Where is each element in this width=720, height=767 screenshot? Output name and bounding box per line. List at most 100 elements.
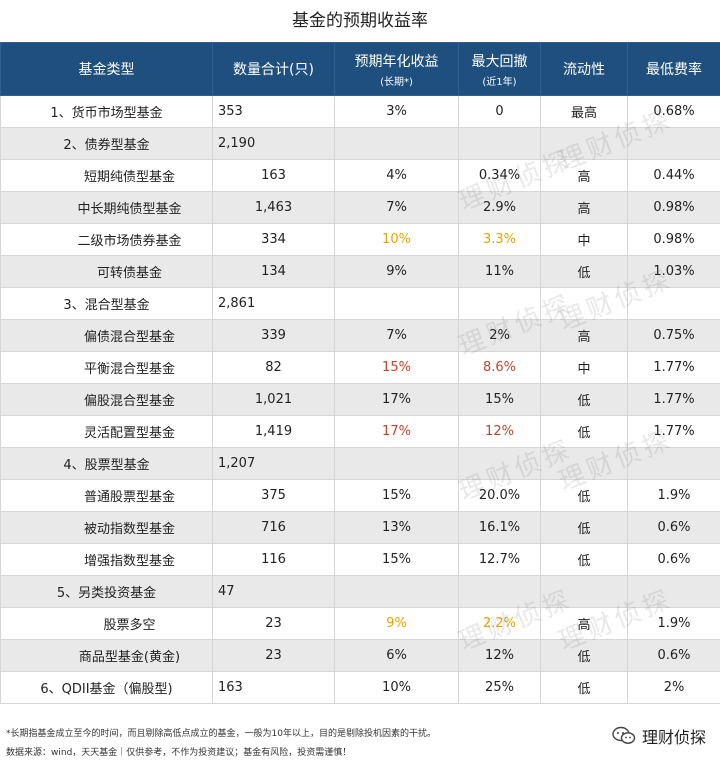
cell-fund-type: 可转债基金 (0, 255, 213, 288)
cell-max-drawdown: 12% (458, 639, 541, 672)
table-row: 可转债基金 134 9% 11% 低 1.03% (0, 255, 720, 288)
table-row: 2、债券型基金 2,190 (0, 127, 720, 160)
cell-min-fee: 0.98% (627, 223, 720, 256)
cell-min-fee: 2% (627, 671, 720, 704)
brand: 理财侦探 (612, 724, 706, 748)
cell-min-fee: 1.9% (627, 607, 720, 640)
cell-min-fee (627, 127, 720, 160)
cell-liquidity: 中 (540, 223, 628, 256)
cell-max-drawdown: 2% (458, 319, 541, 352)
cell-expected-return (334, 447, 459, 480)
cell-min-fee: 1.03% (627, 255, 720, 288)
cell-count: 1,463 (212, 191, 335, 224)
cell-liquidity (540, 447, 628, 480)
cell-fund-type: 偏股混合型基金 (0, 383, 213, 416)
cell-fund-type: 二级市场债券基金 (0, 223, 213, 256)
cell-min-fee: 1.9% (627, 479, 720, 512)
table-row: 被动指数型基金 716 13% 16.1% 低 0.6% (0, 511, 720, 544)
cell-liquidity: 低 (540, 511, 628, 544)
table-row: 4、股票型基金 1,207 (0, 447, 720, 480)
cell-max-drawdown: 2.9% (458, 191, 541, 224)
cell-liquidity: 高 (540, 191, 628, 224)
cell-min-fee: 0.75% (627, 319, 720, 352)
cell-count: 1,419 (212, 415, 335, 448)
cell-count: 1,021 (212, 383, 335, 416)
cell-max-drawdown: 20.0% (458, 479, 541, 512)
cell-fund-type: 短期纯债型基金 (0, 159, 213, 192)
brand-name: 理财侦探 (641, 728, 706, 747)
cell-fund-type: 被动指数型基金 (0, 511, 213, 544)
cell-max-drawdown: 0.34% (458, 159, 541, 192)
cell-count: 163 (212, 671, 335, 704)
table-row: 平衡混合型基金 82 15% 8.6% 中 1.77% (0, 351, 720, 384)
cell-fund-type: 3、混合型基金 (0, 287, 213, 320)
table-row: 股票多空 23 9% 2.2% 高 1.9% (0, 607, 720, 640)
page-title: 基金的预期收益率 (292, 11, 428, 31)
cell-liquidity (540, 287, 628, 320)
cell-fund-type: 普通股票型基金 (0, 479, 213, 512)
cell-count: 47 (212, 575, 335, 608)
cell-expected-return: 9% (334, 607, 459, 640)
cell-min-fee: 0.68% (627, 95, 720, 128)
col-header-fee: 最低费率 (627, 42, 720, 96)
cell-min-fee: 1.77% (627, 351, 720, 384)
cell-max-drawdown: 11% (458, 255, 541, 288)
cell-min-fee (627, 287, 720, 320)
footnote: *长期指基金成立至今的时间，而且剔除高低点成立的基金，一般为10年以上，目的是剔… (6, 729, 436, 739)
col-header-liquidity: 流动性 (540, 42, 628, 96)
cell-min-fee: 1.77% (627, 383, 720, 416)
cell-min-fee: 0.6% (627, 543, 720, 576)
table-header-row: 基金类型 数量合计(只) 预期年化收益 (长期*) 最大回撤 (近1年) 流动性… (0, 42, 720, 96)
cell-count: 116 (212, 543, 335, 576)
cell-expected-return: 10% (334, 223, 459, 256)
table-row: 偏股混合型基金 1,021 17% 15% 低 1.77% (0, 383, 720, 416)
cell-expected-return: 6% (334, 639, 459, 672)
cell-max-drawdown (458, 287, 541, 320)
cell-expected-return: 3% (334, 95, 459, 128)
cell-count: 716 (212, 511, 335, 544)
col-header-return: 预期年化收益 (长期*) (334, 42, 459, 96)
cell-liquidity (540, 127, 628, 160)
cell-max-drawdown: 25% (458, 671, 541, 704)
cell-min-fee: 0.44% (627, 159, 720, 192)
cell-min-fee (627, 447, 720, 480)
cell-liquidity: 中 (540, 351, 628, 384)
cell-liquidity: 低 (540, 415, 628, 448)
cell-max-drawdown: 12% (458, 415, 541, 448)
cell-liquidity: 低 (540, 255, 628, 288)
cell-fund-type: 2、债券型基金 (0, 127, 213, 160)
data-source: 数据来源：wind，天天基金｜仅供参考，不作为投资建议；基金有风险，投资需谨慎！ (6, 748, 352, 758)
cell-fund-type: 中长期纯债型基金 (0, 191, 213, 224)
cell-count: 334 (212, 223, 335, 256)
cell-count: 339 (212, 319, 335, 352)
cell-expected-return: 4% (334, 159, 459, 192)
cell-liquidity: 低 (540, 383, 628, 416)
cell-expected-return (334, 287, 459, 320)
cell-max-drawdown: 0 (458, 95, 541, 128)
cell-expected-return: 9% (334, 255, 459, 288)
cell-max-drawdown: 2.2% (458, 607, 541, 640)
cell-expected-return: 15% (334, 543, 459, 576)
cell-expected-return: 15% (334, 351, 459, 384)
cell-liquidity: 最高 (540, 95, 628, 128)
cell-count: 82 (212, 351, 335, 384)
cell-fund-type: 偏债混合型基金 (0, 319, 213, 352)
cell-count: 23 (212, 639, 335, 672)
cell-count: 353 (212, 95, 335, 128)
col-header-drawdown: 最大回撤 (近1年) (458, 42, 541, 96)
table-row: 6、QDII基金（偏股型) 163 10% 25% 低 2% (0, 671, 720, 704)
table-row: 普通股票型基金 375 15% 20.0% 低 1.9% (0, 479, 720, 512)
cell-expected-return: 7% (334, 319, 459, 352)
cell-min-fee: 0.98% (627, 191, 720, 224)
wechat-icon (612, 726, 636, 744)
cell-max-drawdown: 3.3% (458, 223, 541, 256)
cell-min-fee: 0.6% (627, 639, 720, 672)
cell-liquidity: 低 (540, 671, 628, 704)
cell-fund-type: 平衡混合型基金 (0, 351, 213, 384)
cell-fund-type: 1、货币市场型基金 (0, 95, 213, 128)
cell-fund-type: 股票多空 (0, 607, 213, 640)
table-row: 二级市场债券基金 334 10% 3.3% 中 0.98% (0, 223, 720, 256)
cell-min-fee (627, 575, 720, 608)
cell-expected-return: 15% (334, 479, 459, 512)
cell-min-fee: 1.77% (627, 415, 720, 448)
